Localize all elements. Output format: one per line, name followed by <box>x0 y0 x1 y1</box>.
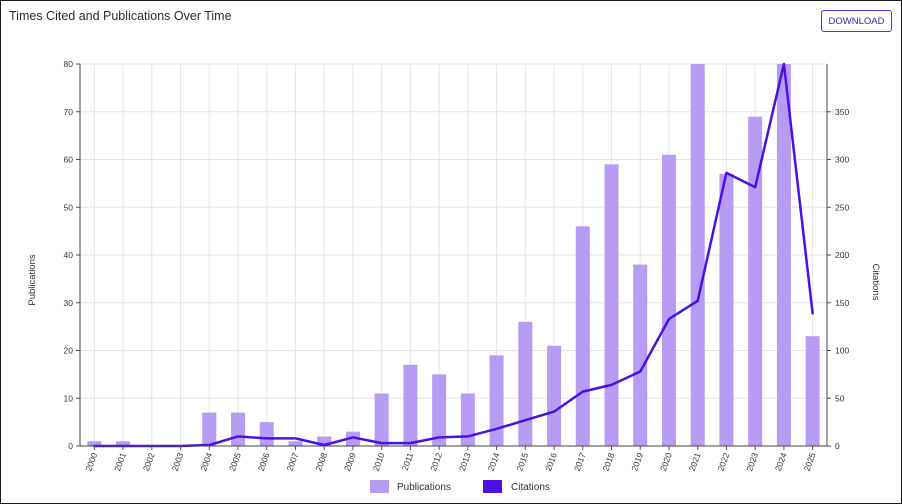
y2-tick-label: 200 <box>835 250 849 260</box>
publication-bar-2008[interactable] <box>317 436 332 446</box>
chart-title: Times Cited and Publications Over Time <box>9 9 232 23</box>
y-tick-label: 40 <box>64 250 74 260</box>
publication-bar-2016[interactable] <box>547 345 562 446</box>
x-tick-label: 2001 <box>112 451 128 472</box>
publication-bar-2007[interactable] <box>288 441 303 446</box>
x-tick-label: 2012 <box>428 451 444 472</box>
y-tick-label: 30 <box>64 298 74 308</box>
grid-lines <box>80 63 827 447</box>
x-tick-label: 2025 <box>802 451 818 472</box>
x-tick-label: 2022 <box>715 451 731 472</box>
y2-tick-label: 300 <box>835 155 849 165</box>
publication-bar-2005[interactable] <box>231 412 246 446</box>
publication-bar-2013[interactable] <box>460 393 475 446</box>
y2-tick-label: 350 <box>835 107 849 117</box>
x-tick-label: 2000 <box>83 451 99 472</box>
x-tick-label: 2018 <box>601 451 617 472</box>
publication-bar-2010[interactable] <box>374 393 389 446</box>
publication-bar-2020[interactable] <box>661 154 676 446</box>
x-tick-label: 2002 <box>141 451 157 472</box>
y-axis-label: Publications <box>27 254 38 305</box>
x-tick-label: 2013 <box>457 451 473 472</box>
publication-bar-2004[interactable] <box>202 412 217 446</box>
publication-bar-2017[interactable] <box>575 226 590 446</box>
legend-label-citations[interactable]: Citations <box>511 482 550 493</box>
x-tick-label: 2023 <box>744 451 760 472</box>
y-tick-label: 60 <box>64 155 74 165</box>
x-tick-label: 2009 <box>342 451 358 472</box>
x-tick-label: 2005 <box>227 451 243 472</box>
publication-bar-2021[interactable] <box>690 64 705 446</box>
download-button[interactable]: DOWNLOAD <box>821 10 892 32</box>
publication-bars <box>87 64 820 447</box>
x-tick-label: 2004 <box>198 451 214 472</box>
x-tick-label: 2024 <box>773 451 789 472</box>
legend-swatch-publications[interactable] <box>370 480 389 493</box>
y-tick-label: 0 <box>68 441 73 451</box>
y-tick-label: 10 <box>64 393 74 403</box>
publication-bar-2009[interactable] <box>345 431 360 446</box>
y-tick-label: 80 <box>64 59 74 69</box>
x-tick-label: 2016 <box>543 451 559 472</box>
publication-bar-2024[interactable] <box>776 64 791 446</box>
x-tick-label: 2003 <box>170 451 186 472</box>
publication-bar-2015[interactable] <box>518 321 533 446</box>
publication-bar-2000[interactable] <box>87 441 102 446</box>
y-tick-label: 50 <box>64 202 74 212</box>
y2-tick-label: 150 <box>835 298 849 308</box>
citations-line-layer <box>93 62 814 448</box>
x-tick-label: 2010 <box>371 451 387 472</box>
publication-bar-2023[interactable] <box>748 116 763 447</box>
publication-bar-2011[interactable] <box>403 364 418 446</box>
publication-bar-2018[interactable] <box>604 164 619 446</box>
x-tick-label: 2008 <box>313 451 329 472</box>
publication-bar-2022[interactable] <box>719 173 734 446</box>
x-tick-label: 2017 <box>572 451 588 472</box>
publication-bar-2025[interactable] <box>805 336 820 446</box>
x-tick-label: 2020 <box>658 451 674 472</box>
publication-bar-2019[interactable] <box>633 264 648 446</box>
y2-tick-label: 0 <box>835 441 840 451</box>
publication-bar-2006[interactable] <box>259 422 274 446</box>
x-tick-label: 2015 <box>514 451 530 472</box>
x-tick-label: 2014 <box>486 451 502 472</box>
x-tick-label: 2007 <box>284 451 300 472</box>
x-tick-label: 2019 <box>629 451 645 472</box>
y2-tick-label: 250 <box>835 202 849 212</box>
y2-axis-label: Citations <box>870 264 881 301</box>
legend: Publications Citations <box>370 480 550 493</box>
x-tick-label: 2011 <box>400 451 416 472</box>
legend-swatch-citations[interactable] <box>483 480 502 493</box>
y-tick-label: 20 <box>64 346 74 356</box>
publication-bar-2014[interactable] <box>489 355 504 446</box>
legend-label-publications[interactable]: Publications <box>397 482 451 493</box>
y2-tick-label: 50 <box>835 393 845 403</box>
x-tick-label: 2021 <box>687 451 703 472</box>
publication-bar-2012[interactable] <box>432 374 447 446</box>
y-tick-label: 70 <box>64 107 74 117</box>
publication-bar-2001[interactable] <box>116 441 131 446</box>
citations-line[interactable] <box>93 62 814 448</box>
y2-tick-label: 100 <box>835 346 849 356</box>
x-tick-label: 2006 <box>256 451 272 472</box>
